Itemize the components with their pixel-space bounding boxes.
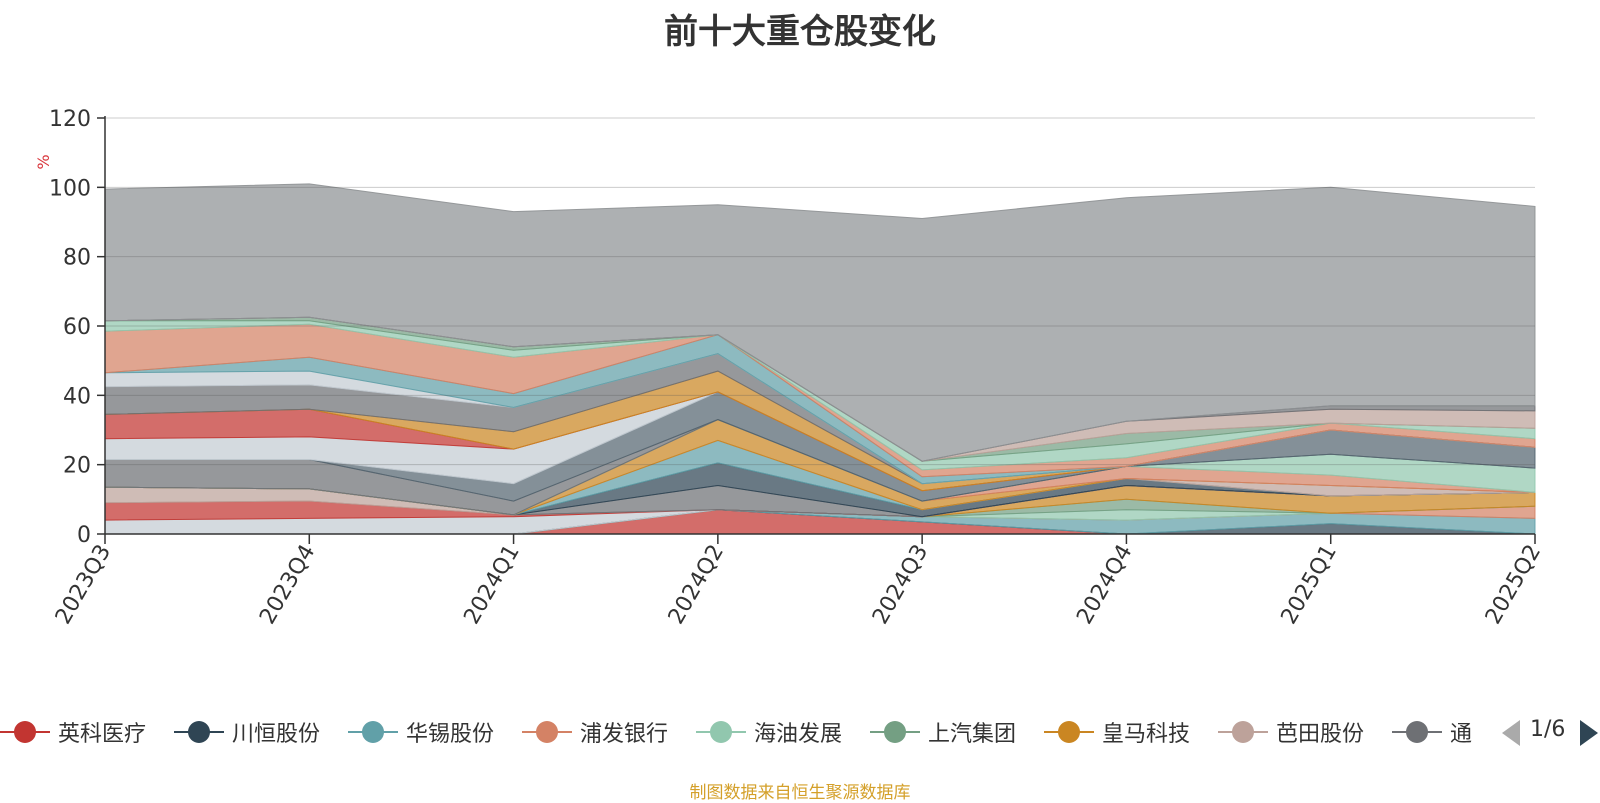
legend-item[interactable]: 华锡股份 (348, 712, 494, 752)
legend-page-indicator: 1/6 (1530, 717, 1566, 742)
next-page-icon[interactable] (1578, 718, 1600, 752)
legend-item[interactable]: 皇马科技 (1044, 712, 1190, 752)
legend-item[interactable]: 浦发银行 (522, 712, 668, 752)
legend-item[interactable]: 海油发展 (696, 712, 842, 752)
y-tick-label: 60 (63, 315, 91, 340)
grid-lines (105, 117, 1535, 466)
legend-marker-icon (1218, 721, 1268, 743)
legend-label: 华锡股份 (406, 722, 495, 747)
x-tick-label: 2024Q2 (664, 541, 729, 629)
legend-label: 浦发银行 (580, 722, 669, 747)
legend-item[interactable]: 英科医疗 (0, 712, 146, 752)
series-area-34 (104, 183, 1536, 462)
legend: 英科医疗 川恒股份 华锡股份 浦发银行 海油发展 上汽集团 皇马科技 芭田股份 通 (0, 712, 1500, 752)
x-tick-label: 2024Q1 (459, 541, 524, 629)
legend-marker-icon (1044, 721, 1094, 743)
y-tick-label: 100 (49, 176, 91, 201)
y-tick-label: 40 (63, 384, 91, 409)
legend-label: 通 (1450, 722, 1473, 747)
y-axis-label: % (34, 154, 53, 169)
legend-marker-icon (522, 721, 572, 743)
prev-page-icon[interactable] (1500, 718, 1522, 752)
legend-marker-icon (174, 721, 224, 743)
legend-marker-icon (348, 721, 398, 743)
area-chart: 0 20 40 60 80 100 120% 2023Q3 2023Q4 2024Q1 2024Q2… (34, 107, 1546, 629)
legend-marker-icon (696, 721, 746, 743)
series-areas (104, 183, 1536, 535)
data-source-note: 制图数据来自恒生聚源数据库 (689, 783, 911, 803)
legend-label: 川恒股份 (232, 722, 321, 747)
x-tick-label: 2025Q1 (1277, 541, 1342, 629)
legend-label: 芭田股份 (1276, 722, 1365, 747)
legend-item[interactable]: 通 (1392, 712, 1472, 752)
legend-label: 皇马科技 (1102, 722, 1191, 747)
legend-marker-icon (870, 721, 920, 743)
legend-marker-icon (1392, 721, 1442, 743)
y-tick-label: 120 (49, 107, 91, 132)
y-tick-label: 20 (63, 454, 91, 479)
legend-item[interactable]: 芭田股份 (1218, 712, 1364, 752)
legend-label: 上汽集团 (928, 722, 1017, 747)
legend-item[interactable]: 川恒股份 (174, 712, 320, 752)
legend-pager: 1/6 (1500, 714, 1600, 754)
legend-label: 海油发展 (754, 722, 843, 747)
chart-title: 前十大重仓股变化 (664, 12, 936, 52)
x-tick-label: 2024Q4 (1072, 541, 1137, 629)
legend-label: 英科医疗 (58, 722, 147, 747)
x-tick-label: 2024Q3 (868, 541, 933, 629)
y-tick-label: 0 (77, 523, 91, 548)
y-tick-label: 80 (63, 246, 91, 271)
x-tick-label: 2025Q2 (1481, 541, 1546, 629)
x-tick-label: 2023Q3 (51, 541, 116, 629)
legend-item[interactable]: 上汽集团 (870, 712, 1016, 752)
legend-marker-icon (0, 721, 50, 743)
x-tick-label: 2023Q4 (255, 541, 320, 629)
